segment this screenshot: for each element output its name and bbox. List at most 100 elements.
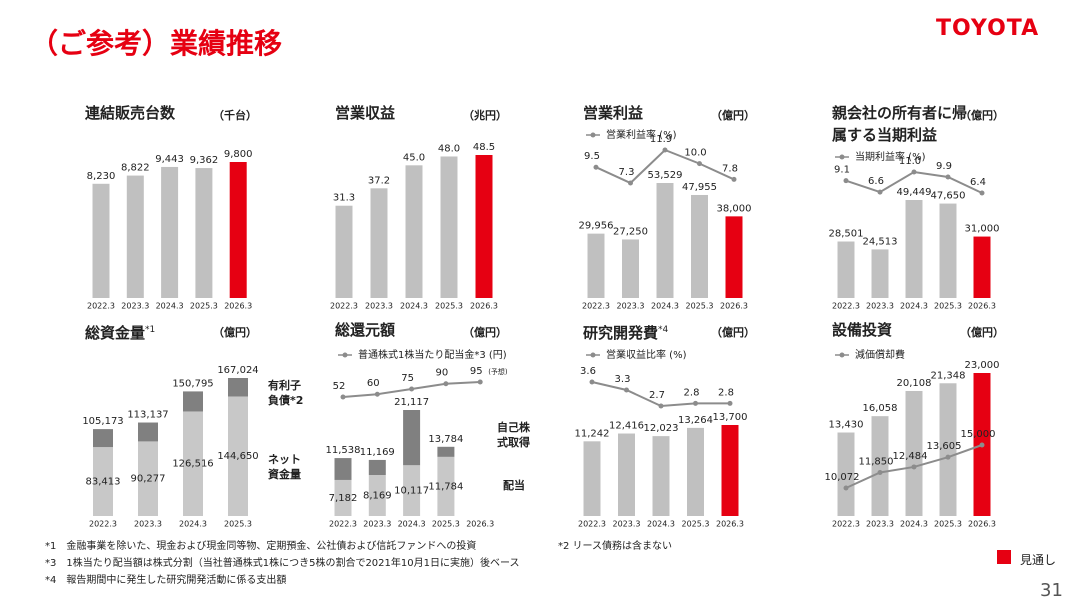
line-point	[589, 379, 595, 385]
line-point	[340, 394, 346, 400]
line-label: 9.1	[834, 165, 850, 176]
line-label: 13,605	[927, 441, 962, 452]
value-label: 9,800	[224, 149, 253, 160]
legend-label: 普通株式1株当たり配当金*3 (円)	[358, 348, 507, 361]
unit: （億円）	[960, 326, 1004, 339]
line-label: 52	[333, 381, 346, 392]
bar-segment	[437, 446, 455, 457]
line-label: 2.8	[718, 387, 734, 398]
legend-label: 減価償却費	[855, 348, 905, 361]
x-tick-label: 2022.3	[578, 520, 606, 529]
line-label: 6.4	[970, 177, 986, 188]
x-tick-label: 2024.3	[900, 302, 928, 311]
bar	[195, 168, 213, 298]
line-label: 10,072	[825, 472, 860, 483]
chart-title: 営業収益	[335, 102, 470, 124]
line-label: 95	[470, 366, 483, 377]
line-point	[945, 174, 951, 180]
line-point	[843, 485, 849, 491]
value-label: 37.2	[368, 175, 390, 186]
line-label: 90	[436, 368, 449, 379]
bar	[905, 390, 923, 516]
line-point	[409, 386, 415, 392]
bar	[939, 383, 957, 516]
line-label: 7.3	[619, 167, 635, 178]
x-tick-label: 2026.3	[470, 302, 498, 311]
bar-segment	[138, 422, 158, 442]
bar-segment	[93, 447, 113, 516]
series-label: ネット資金量	[268, 453, 301, 481]
line-point	[628, 180, 633, 186]
x-tick-label: 2024.3	[647, 520, 675, 529]
value-label: 23,000	[965, 360, 1000, 371]
line-point	[624, 387, 629, 393]
bar	[405, 165, 423, 298]
line-point	[731, 176, 737, 182]
total-label: 113,137	[127, 410, 168, 421]
x-tick-label: 2025.3	[686, 302, 714, 311]
line-point	[727, 400, 733, 406]
unit: （億円）	[711, 326, 755, 339]
line-point	[877, 189, 883, 195]
x-tick-label: 2026.3	[968, 302, 996, 311]
line-label: 10.0	[684, 148, 706, 159]
line-label: 3.6	[580, 366, 596, 377]
x-tick-label: 2022.3	[832, 302, 860, 311]
line-point	[979, 442, 985, 448]
x-tick-label: 2024.3	[156, 302, 184, 311]
forecast-legend: 見通し	[1020, 553, 1057, 567]
bar-segment	[183, 411, 203, 516]
segment-label: 11,784	[428, 481, 463, 492]
unit: （億円）	[213, 326, 257, 339]
chart-title: 営業利益	[583, 102, 718, 124]
total-label: 13,784	[428, 434, 463, 445]
value-label: 49,449	[897, 187, 932, 198]
chart-title-text: 総還元額	[335, 321, 396, 339]
value-label: 48.0	[438, 143, 460, 154]
x-tick-label: 2026.3	[716, 520, 744, 529]
chart-title-text: 営業収益	[335, 104, 396, 122]
line-label: 11,850	[859, 456, 894, 467]
x-tick-label: 2026.3	[466, 520, 494, 529]
value-label: 21,348	[931, 370, 966, 381]
chart-title: 親会社の所有者に帰属する当期利益	[832, 102, 967, 146]
x-tick-label: 2024.3	[398, 520, 426, 529]
x-tick-label: 2022.3	[87, 302, 115, 311]
value-label: 20,108	[897, 378, 932, 389]
bar	[229, 162, 247, 298]
x-tick-label: 2022.3	[89, 520, 117, 529]
x-tick-label: 2025.3	[682, 520, 710, 529]
chart-title-text: 連結販売台数	[85, 104, 176, 122]
x-tick-label: 2026.3	[720, 302, 748, 311]
unit: （億円）	[711, 109, 755, 122]
legend-label: 営業収益比率 (%)	[606, 348, 687, 361]
line-label: 9.9	[936, 161, 952, 172]
chart-title: 研究開発費*4	[583, 319, 718, 344]
total-label: 167,024	[217, 365, 258, 376]
x-tick-label: 2023.3	[363, 520, 391, 529]
x-tick-label: 2022.3	[832, 520, 860, 529]
x-tick-label: 2022.3	[329, 520, 357, 529]
bar	[652, 436, 670, 516]
value-label: 48.5	[473, 142, 495, 153]
line-point	[693, 400, 698, 406]
segment-label: 10,117	[394, 486, 429, 497]
bar	[587, 233, 605, 298]
chart-title-text: 総資金量	[85, 324, 146, 342]
total-label: 11,169	[360, 447, 395, 458]
bar	[939, 203, 957, 298]
x-tick-label: 2023.3	[121, 302, 149, 311]
bar-segment	[437, 456, 455, 516]
x-tick-label: 2024.3	[179, 520, 207, 529]
forecast-swatch	[997, 550, 1011, 564]
bar-segment	[228, 378, 248, 397]
bar	[126, 175, 144, 298]
value-label: 13,264	[678, 415, 713, 426]
value-label: 13,430	[829, 420, 864, 431]
footnote: *4 報告期間中に発生した研究開発活動に係る支出額	[45, 573, 286, 586]
chart-title: 総資金量*1	[85, 319, 220, 344]
segment-label: 83,413	[86, 477, 121, 488]
line-point	[662, 147, 668, 153]
bar-segment	[334, 458, 352, 480]
